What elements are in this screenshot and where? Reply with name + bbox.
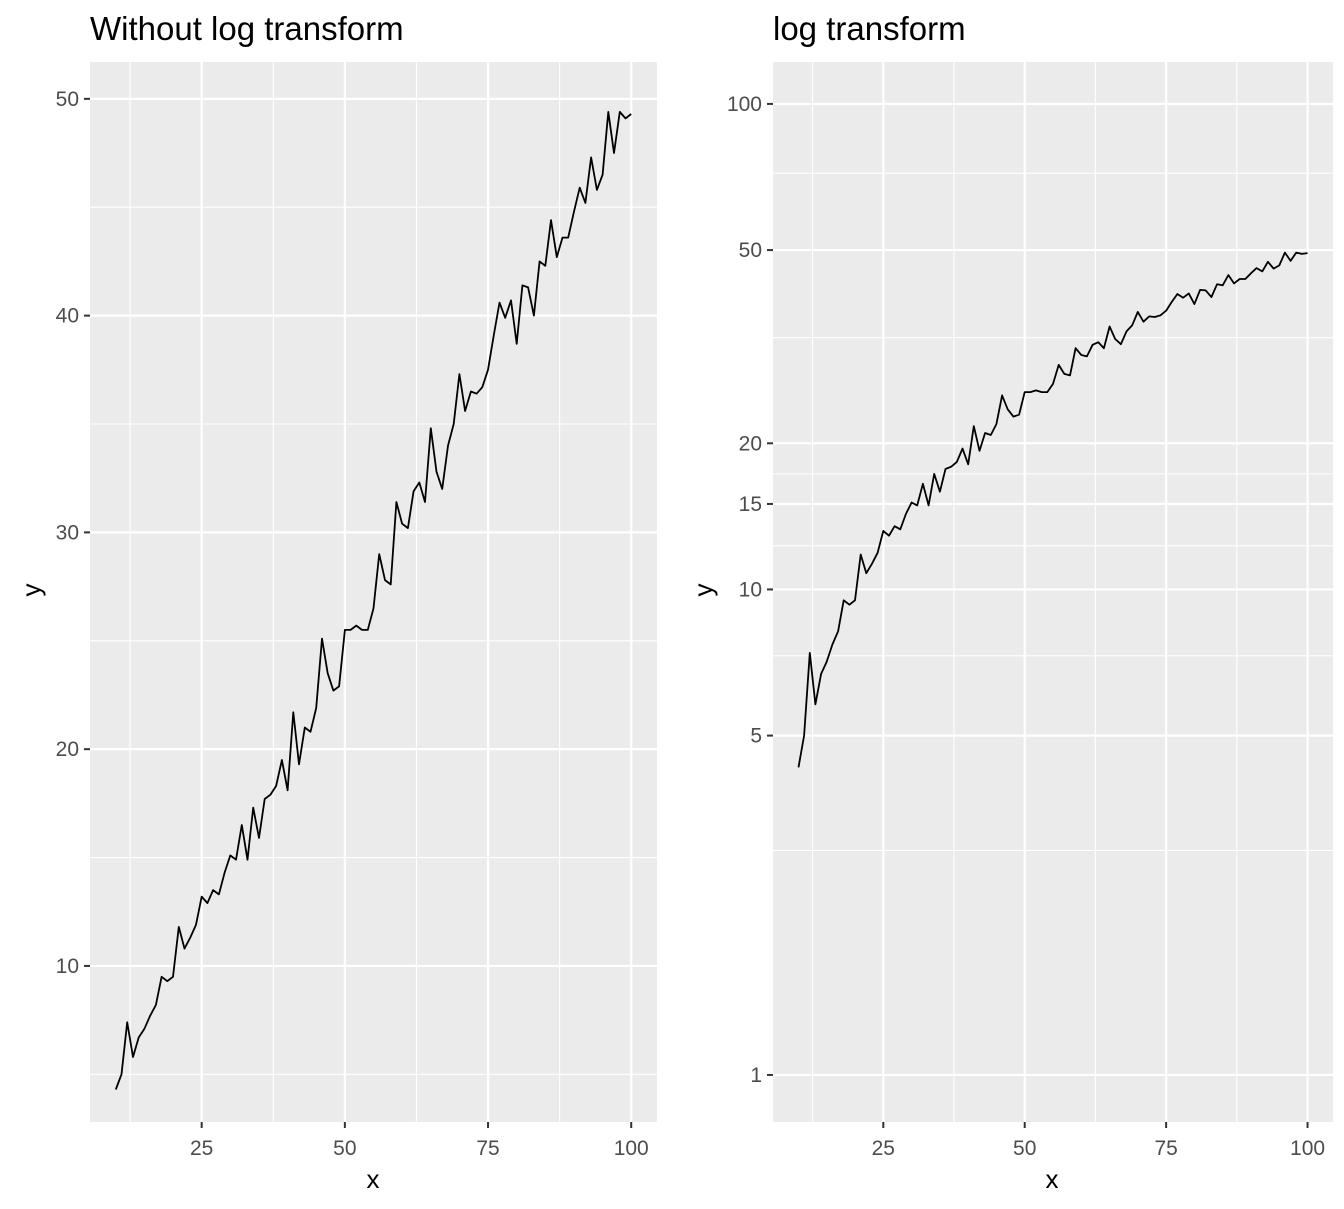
y-tick-label: 15 [739,493,762,516]
y-tick-label: 30 [56,521,79,544]
chart-title: log transform [773,10,966,47]
y-tick-label: 20 [56,738,79,761]
x-tick-label: 100 [614,1137,649,1160]
y-tick-label: 10 [56,955,79,978]
data-line-layer [114,111,632,1090]
tick-labels: 25 50 75 100 10 20 30 40 50 [56,88,649,1160]
major-gridlines [773,62,1333,1122]
x-tick-label: 75 [476,1137,499,1160]
axis-ticks [767,102,1309,1128]
chart-panel-without-log: Without log transform 25 50 75 100 10 20 30 40 5… [16,10,657,1194]
y-tick-label: 40 [56,305,79,328]
axis-ticks [84,97,633,1128]
x-axis-title: x [367,1164,380,1194]
chart-title: Without log transform [90,10,404,47]
x-tick-label: 25 [872,1137,895,1160]
x-tick-label: 100 [1290,1137,1325,1160]
x-tick-label: 25 [190,1137,213,1160]
y-tick-label: 5 [750,725,762,748]
y-tick-label: 20 [739,432,762,455]
x-tick-label: 50 [333,1137,356,1160]
x-tick-label: 75 [1154,1137,1177,1160]
y-axis-title: y [16,584,46,597]
x-axis-title: x [1046,1164,1059,1194]
y-tick-label: 50 [56,88,79,111]
y-tick-label: 1 [750,1064,762,1087]
x-tick-label: 50 [1013,1137,1036,1160]
y-tick-label: 100 [727,93,762,116]
y-axis-title: y [688,584,718,597]
minor-gridlines [90,62,657,1122]
y-tick-label: 50 [739,239,762,262]
series-line [114,111,632,1090]
y-tick-label: 10 [739,578,762,601]
minor-gridlines [773,62,1333,1122]
data-line-layer [797,251,1308,768]
plot-background [773,62,1333,1122]
series-line [797,251,1308,768]
major-gridlines [90,62,657,1122]
